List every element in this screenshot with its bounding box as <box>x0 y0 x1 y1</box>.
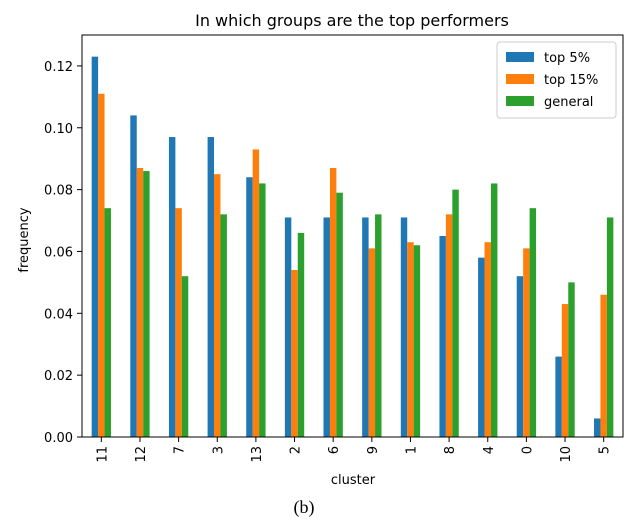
bars-group <box>91 56 614 438</box>
bar-top-5--11 <box>91 56 99 438</box>
y-tick-label: 0.08 <box>44 184 73 199</box>
bar-top-5--6 <box>323 217 330 437</box>
x-axis-ticks: 11 12 7 3 13 2 6 9 1 8 4 0 10 5 <box>95 437 613 463</box>
legend-label: top 5% <box>544 51 590 66</box>
y-axis-label: frequency <box>17 207 32 273</box>
bar-general-6 <box>336 192 343 437</box>
bar-top-5--13 <box>246 177 253 437</box>
bar-top-5--0 <box>516 276 524 437</box>
bar-top-5--2 <box>284 217 292 437</box>
legend: top 5% top 15% general <box>496 41 617 119</box>
bar-general-0 <box>529 208 537 437</box>
bar-general-7 <box>181 276 189 437</box>
x-tick-label: 11 <box>95 446 110 463</box>
x-tick-label: 9 <box>366 446 381 454</box>
y-tick-label: 0.06 <box>44 245 73 260</box>
bar-top-5--5 <box>594 418 601 437</box>
bar-top-15--0 <box>523 248 530 437</box>
legend-swatch <box>506 52 534 62</box>
x-tick-label: 13 <box>250 446 265 463</box>
y-tick-label: 0.10 <box>44 122 73 137</box>
bar-top-5--7 <box>168 137 176 438</box>
x-tick-label: 10 <box>559 446 574 463</box>
x-axis-label: cluster <box>331 473 376 488</box>
y-tick-label: 0.04 <box>44 307 73 322</box>
bar-general-1 <box>413 245 421 437</box>
x-tick-label: 12 <box>134 446 149 463</box>
bar-top-5--9 <box>362 217 369 437</box>
bar-top-15--1 <box>407 242 414 437</box>
plot-frame <box>81 34 624 438</box>
bar-top-15--5 <box>600 294 607 437</box>
bar-top-15--6 <box>329 167 337 437</box>
bar-top-15--10 <box>561 304 569 437</box>
x-tick-label: 3 <box>211 446 226 454</box>
x-tick-label: 0 <box>520 446 535 454</box>
x-tick-label: 2 <box>289 446 304 454</box>
bar-top-15--3 <box>214 174 221 437</box>
y-tick-label: 0.12 <box>44 60 73 75</box>
bar-general-13 <box>259 183 266 437</box>
bar-general-3 <box>220 214 227 437</box>
legend-label: general <box>544 95 593 110</box>
bar-general-9 <box>375 214 382 437</box>
bar-general-10 <box>568 282 575 437</box>
bar-general-5 <box>606 217 614 437</box>
bar-top-15--11 <box>98 93 105 437</box>
bar-general-4 <box>490 183 498 437</box>
bar-top-5--3 <box>207 137 215 438</box>
legend-label: top 15% <box>544 73 598 88</box>
x-tick-label: 4 <box>482 446 497 454</box>
bar-top-5--4 <box>478 257 485 437</box>
bar-top-15--8 <box>445 214 453 437</box>
bar-top-5--10 <box>555 356 562 437</box>
x-tick-label: 8 <box>443 446 458 454</box>
bar-top-5--1 <box>400 217 408 437</box>
figure-caption: (b) <box>294 497 315 518</box>
legend-swatch <box>506 74 534 84</box>
bar-top-15--13 <box>252 149 260 437</box>
x-tick-label: 1 <box>404 446 419 454</box>
bar-top-15--12 <box>136 167 144 437</box>
y-tick-label: 0.02 <box>44 369 73 384</box>
bar-general-2 <box>297 232 305 437</box>
bar-general-12 <box>143 171 150 438</box>
x-tick-label: 7 <box>173 446 188 454</box>
bar-general-8 <box>452 189 459 437</box>
bar-top-5--8 <box>439 236 446 437</box>
y-tick-label: 0.00 <box>44 431 73 446</box>
bar-top-15--7 <box>175 208 182 437</box>
bar-general-11 <box>104 208 111 437</box>
bar-top-15--9 <box>368 248 376 437</box>
bar-top-15--2 <box>291 270 298 437</box>
legend-swatch <box>506 96 534 106</box>
x-tick-label: 6 <box>327 446 342 454</box>
chart-title: In which groups are the top performers <box>195 11 509 30</box>
y-axis-ticks: 0.00 0.02 0.04 0.06 0.08 0.10 0.12 <box>44 60 82 446</box>
bar-top-5--12 <box>130 115 137 438</box>
x-tick-label: 5 <box>598 446 613 454</box>
bar-top-15--4 <box>484 242 491 437</box>
